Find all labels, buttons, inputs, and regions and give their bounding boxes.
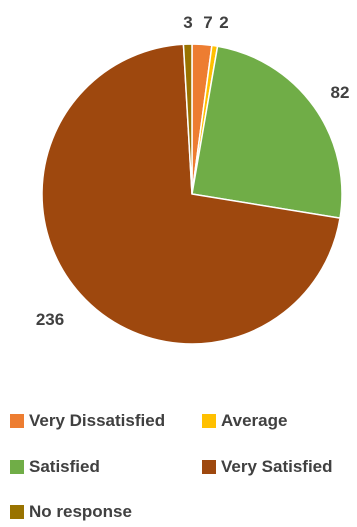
data-label-very-dissatisfied: 7 bbox=[203, 13, 212, 32]
legend-label-very-satisfied: Very Satisfied bbox=[221, 457, 333, 476]
data-label-average: 2 bbox=[219, 13, 228, 32]
legend-swatch-satisfied bbox=[10, 460, 24, 474]
pie-data-labels: 7 2 82 236 3 bbox=[36, 13, 350, 329]
legend-item-satisfied: Satisfied bbox=[10, 457, 100, 477]
data-label-no-response: 3 bbox=[183, 13, 192, 32]
legend-swatch-no-response bbox=[10, 505, 24, 519]
pie-slice-no-response bbox=[182, 43, 193, 195]
legend-item-very-satisfied: Very Satisfied bbox=[202, 457, 333, 477]
pie-slice-very-satisfied bbox=[41, 43, 341, 345]
legend-item-very-dissatisfied: Very Dissatisfied bbox=[10, 411, 165, 431]
legend-item-average: Average bbox=[202, 411, 287, 431]
legend-swatch-very-satisfied bbox=[202, 460, 216, 474]
legend-item-no-response: No response bbox=[10, 502, 132, 522]
pie-chart: 7 2 82 236 3 bbox=[36, 13, 350, 345]
pie-slice-satisfied bbox=[191, 45, 343, 220]
legend-label-average: Average bbox=[221, 411, 288, 430]
data-label-very-satisfied: 236 bbox=[36, 310, 64, 329]
data-label-satisfied: 82 bbox=[331, 83, 350, 102]
legend-swatch-very-dissatisfied bbox=[10, 414, 24, 428]
legend-label-no-response: No response bbox=[29, 502, 132, 521]
pie-slices bbox=[41, 43, 343, 345]
legend-swatch-average bbox=[202, 414, 216, 428]
legend-label-satisfied: Satisfied bbox=[29, 457, 100, 476]
legend-label-very-dissatisfied: Very Dissatisfied bbox=[29, 411, 166, 430]
